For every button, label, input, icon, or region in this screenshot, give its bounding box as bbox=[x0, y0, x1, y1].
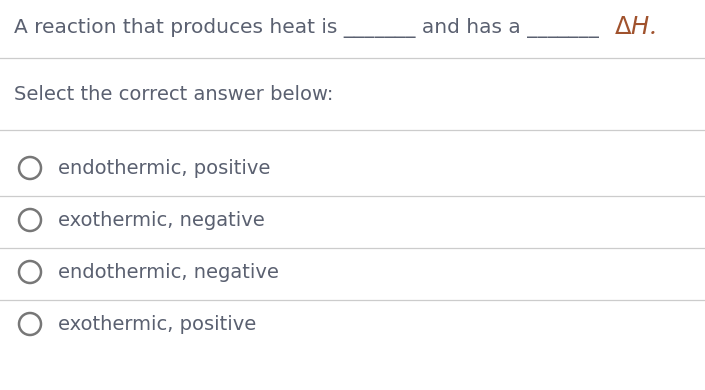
Text: A reaction that produces heat is _______ and has a _______: A reaction that produces heat is _______… bbox=[14, 18, 599, 38]
Text: endothermic, positive: endothermic, positive bbox=[58, 158, 271, 177]
Text: Select the correct answer below:: Select the correct answer below: bbox=[14, 85, 333, 105]
Text: exothermic, positive: exothermic, positive bbox=[58, 314, 256, 333]
Text: $\Delta H$.: $\Delta H$. bbox=[614, 16, 656, 39]
Text: exothermic, negative: exothermic, negative bbox=[58, 211, 265, 229]
Text: A reaction that produces heat is _______ and has a _______: A reaction that produces heat is _______… bbox=[14, 18, 599, 38]
Text: endothermic, negative: endothermic, negative bbox=[58, 262, 279, 282]
